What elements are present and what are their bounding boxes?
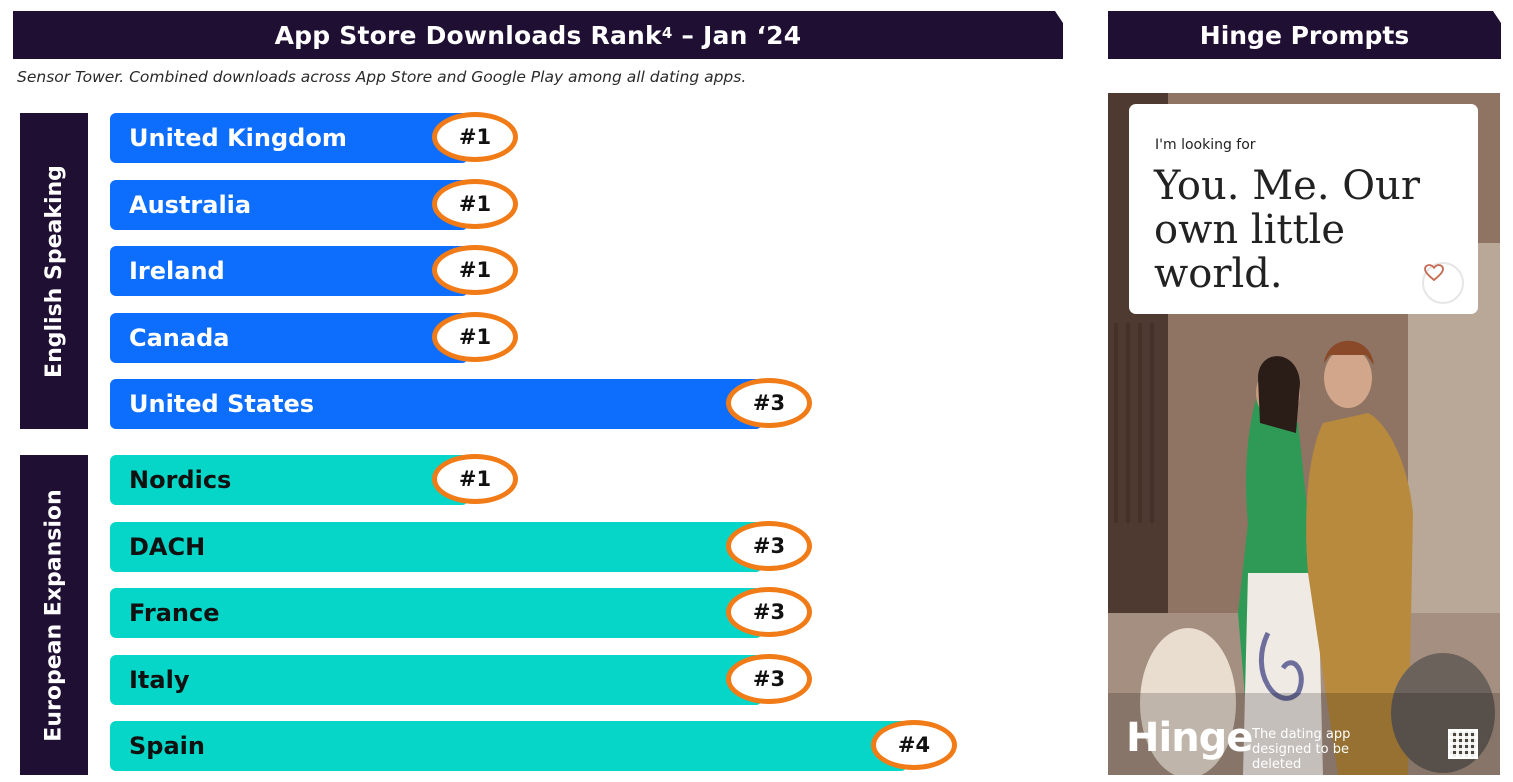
bar-united-states: United States <box>110 379 762 429</box>
source-note: Sensor Tower. Combined downloads across … <box>17 68 747 86</box>
rank-badge: #1 <box>432 112 518 162</box>
bar-ireland: Ireland <box>110 246 468 296</box>
rank-badge: #1 <box>432 454 518 504</box>
bar-label: United States <box>129 390 315 418</box>
ad-tagline: The dating app designed to be deleted <box>1252 727 1351 772</box>
bar-australia: Australia <box>110 180 468 230</box>
rank-badge: #1 <box>432 245 518 295</box>
rank-badge: #3 <box>726 378 812 428</box>
rank-badge: #4 <box>871 720 957 770</box>
rank-badge: #3 <box>726 587 812 637</box>
prompt-card: I'm looking for You. Me. Our own little … <box>1129 104 1478 314</box>
bar-label: France <box>129 599 220 627</box>
bar-spain: Spain <box>110 721 907 771</box>
qr-code-icon <box>1448 729 1478 759</box>
group-label-european: European Expansion <box>20 455 88 775</box>
prompts-title: Hinge Prompts <box>1199 20 1410 50</box>
bar-france: France <box>110 588 762 638</box>
rank-badge: #3 <box>726 521 812 571</box>
bar-canada: Canada <box>110 313 468 363</box>
bar-nordics: Nordics <box>110 455 468 505</box>
bar-dach: DACH <box>110 522 762 572</box>
rank-badge: #1 <box>432 179 518 229</box>
prompts-header: Hinge Prompts <box>1108 11 1501 59</box>
prompt-label: I'm looking for <box>1155 137 1256 153</box>
bar-label: DACH <box>129 533 206 561</box>
bar-label: Italy <box>129 666 190 694</box>
group-label-english: English Speaking <box>20 113 88 429</box>
bar-united-kingdom: United Kingdom <box>110 113 468 163</box>
bar-label: Australia <box>129 191 252 219</box>
hinge-ad-image: I'm looking for You. Me. Our own little … <box>1108 93 1500 775</box>
hinge-logo: Hinge <box>1126 715 1253 761</box>
rank-badge: #3 <box>726 654 812 704</box>
rank-badge: #1 <box>432 312 518 362</box>
chart-title-date: – Jan ‘24 <box>672 20 802 50</box>
chart-title-footnote: 4 <box>661 24 673 42</box>
bar-label: Ireland <box>129 257 225 285</box>
chart-header: App Store Downloads Rank 4 – Jan ‘24 <box>13 11 1063 59</box>
bar-label: Nordics <box>129 466 232 494</box>
bar-italy: Italy <box>110 655 762 705</box>
bar-label: Spain <box>129 732 205 760</box>
bar-chart: United Kingdom #1 Australia #1 Ireland #1 Cana… <box>110 112 957 771</box>
heart-icon[interactable] <box>1422 262 1464 304</box>
chart-title: App Store Downloads Rank <box>274 20 662 50</box>
bar-label: United Kingdom <box>129 124 347 152</box>
prompt-text: You. Me. Our own little world. <box>1154 163 1420 297</box>
heart-icon-shape <box>1424 264 1444 282</box>
bar-label: Canada <box>129 324 230 352</box>
